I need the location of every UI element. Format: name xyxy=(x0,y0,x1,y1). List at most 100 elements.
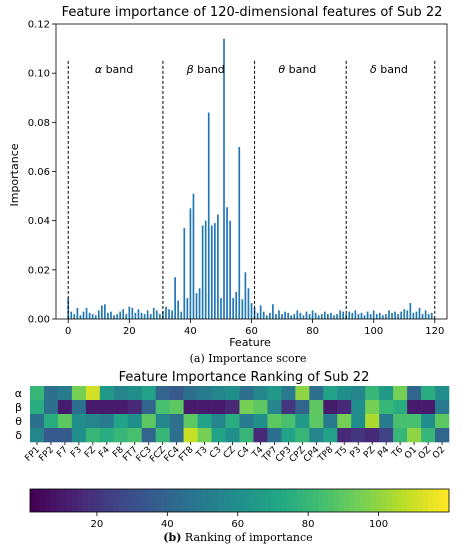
bar xyxy=(70,311,73,320)
heatmap-cell xyxy=(99,428,115,443)
bar xyxy=(357,314,360,319)
colorbar-segment xyxy=(375,489,382,512)
bar xyxy=(82,311,85,320)
colorbar-segment xyxy=(249,489,256,512)
x-tick-label: 20 xyxy=(123,326,136,337)
bar xyxy=(317,315,320,319)
caption-a: (a) Importance score xyxy=(190,352,307,365)
heatmap-cell xyxy=(57,428,73,443)
heatmap-cell xyxy=(155,386,170,401)
heatmap-cell xyxy=(253,428,268,443)
colorbar-segment xyxy=(291,489,298,512)
colorbar-segment xyxy=(417,489,424,512)
heatmap-cell xyxy=(43,386,59,401)
bar xyxy=(137,309,140,319)
y-tick-label: 0.12 xyxy=(28,20,50,31)
bar xyxy=(391,312,393,319)
colorbar-segment xyxy=(386,489,392,512)
colorbar-segment xyxy=(124,489,130,512)
colorbar-segment xyxy=(50,489,57,512)
bar xyxy=(198,288,201,319)
heatmap-col-label: T3 xyxy=(194,445,210,461)
bar xyxy=(76,307,79,319)
bar xyxy=(363,315,366,319)
y-tick-label: 0.10 xyxy=(28,69,50,80)
bar xyxy=(311,310,314,319)
heatmap-cell xyxy=(71,386,87,401)
colorbar-segment xyxy=(187,489,193,512)
heatmap-cell xyxy=(323,386,338,401)
bar xyxy=(339,310,341,319)
colorbar-segment xyxy=(401,489,408,512)
bar xyxy=(149,314,152,319)
band-label-text: band xyxy=(285,63,316,76)
colorbar-segment xyxy=(108,489,115,512)
colorbar-segment xyxy=(344,489,350,512)
bar xyxy=(406,310,409,319)
heatmap-cell xyxy=(183,386,198,401)
heatmap-cell xyxy=(30,386,45,401)
bar xyxy=(217,214,219,319)
heatmap-cell xyxy=(267,414,282,429)
heatmap-cell xyxy=(435,400,450,415)
bar xyxy=(415,311,418,320)
colorbar-segment xyxy=(407,489,413,512)
bar xyxy=(104,304,106,319)
heatmap-cell xyxy=(169,414,184,429)
heatmap-col-label: P4 xyxy=(376,445,391,460)
bar xyxy=(247,288,250,319)
heatmap-cell xyxy=(337,414,352,429)
heatmap-cell xyxy=(57,400,73,415)
band-label-symbol: α xyxy=(95,63,103,76)
heatmap-cell xyxy=(421,414,436,429)
heatmap-cell xyxy=(351,414,366,429)
heatmap-cell xyxy=(99,386,115,401)
heatmap-cell xyxy=(337,400,352,415)
heatmap-cell xyxy=(169,386,184,401)
heatmap-cell xyxy=(379,414,394,429)
y-axis-label: Importance xyxy=(8,143,21,206)
chart-a-title: Feature importance of 120-dimensional fe… xyxy=(62,5,443,20)
bar xyxy=(152,307,155,319)
colorbar-segment xyxy=(443,489,450,512)
bar xyxy=(259,305,262,319)
bar xyxy=(91,314,94,319)
colorbar-segment xyxy=(234,489,240,512)
heatmap-cell xyxy=(267,400,282,415)
colorbar-segment xyxy=(339,489,345,512)
heatmap-cell xyxy=(57,414,73,429)
heatmap-cell xyxy=(169,428,184,443)
bar xyxy=(394,311,396,320)
colorbar-segment xyxy=(302,489,308,512)
band-label-symbol: θ xyxy=(278,63,285,76)
colorbar-tick-label: 40 xyxy=(161,519,174,530)
band-label-symbol: δ xyxy=(370,63,377,76)
heatmap-cell xyxy=(197,428,212,443)
bar xyxy=(296,310,299,319)
heatmap-cell xyxy=(211,414,226,429)
heatmap-cell xyxy=(253,400,268,415)
heatmap-cell xyxy=(225,400,240,415)
colorbar-segment xyxy=(92,489,99,512)
colorbar-segment xyxy=(87,489,94,512)
colorbar-segment xyxy=(412,489,418,512)
heatmap-cell xyxy=(267,386,282,401)
heatmap-col-label: T5 xyxy=(334,445,350,461)
heatmap-col-label: FT8 xyxy=(177,445,196,464)
heatmap-cell xyxy=(351,428,366,443)
heatmap-cell xyxy=(85,400,101,415)
heatmap-row-label: β xyxy=(15,401,22,414)
bar xyxy=(330,312,332,319)
heatmap-cell xyxy=(309,400,324,415)
heatmap-col-label: O2 xyxy=(431,445,447,461)
bar xyxy=(308,314,311,319)
heatmap-cell xyxy=(71,428,87,443)
bar xyxy=(210,225,213,319)
heatmap-col-label: F7 xyxy=(55,445,70,460)
heatmap-cell xyxy=(281,428,296,443)
heatmap-cell xyxy=(141,428,156,443)
heatmap-cell xyxy=(71,400,87,415)
bar xyxy=(378,312,381,319)
